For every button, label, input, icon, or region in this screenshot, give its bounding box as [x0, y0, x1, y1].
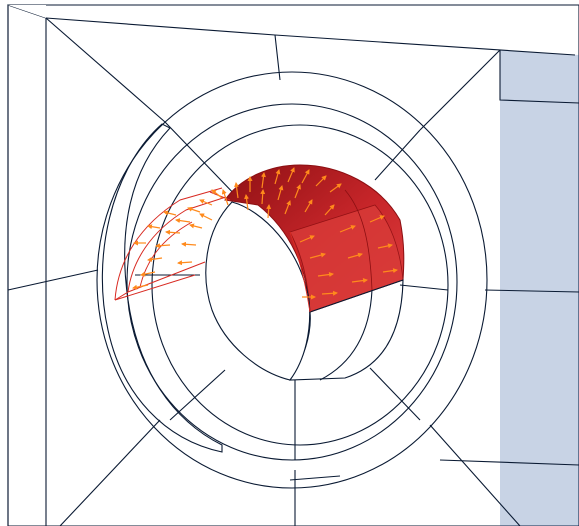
- pressure-load-arrows: [132, 167, 398, 300]
- hole-opening: [205, 201, 311, 381]
- mesh-partition-lines: [7, 17, 579, 526]
- hole-bore-wall[interactable]: [101, 103, 458, 461]
- outer-partition-circle: [96, 71, 488, 489]
- ring-radial-lines: [135, 121, 449, 460]
- plate-edge-detail: [289, 475, 341, 481]
- plate-body[interactable]: [7, 4, 579, 526]
